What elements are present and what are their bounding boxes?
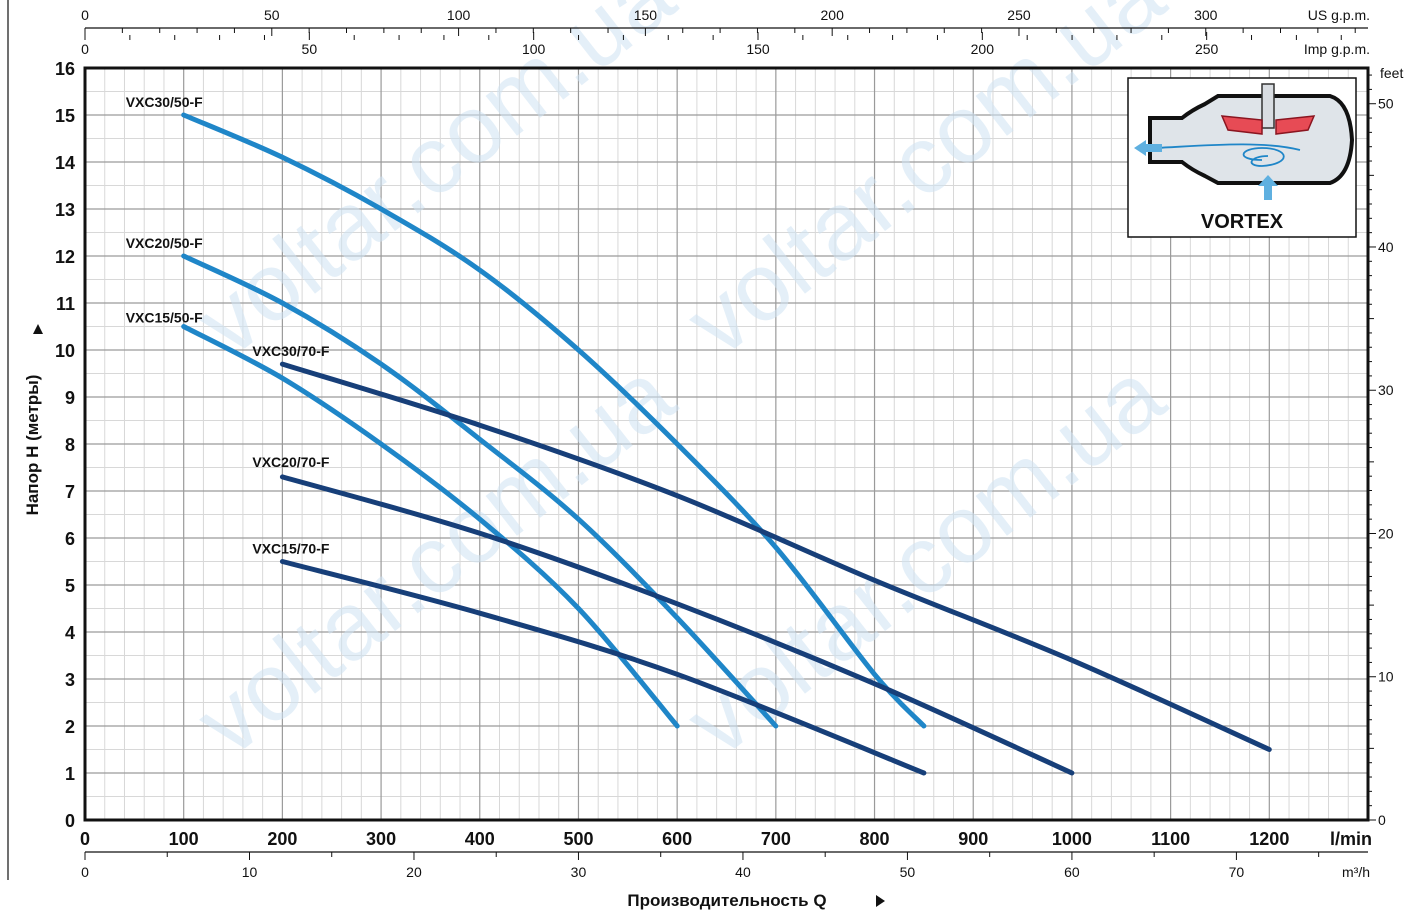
m3h-tick-label: 10 (242, 864, 258, 880)
x-tick-label: 700 (761, 829, 791, 849)
y-tick-label: 13 (55, 200, 75, 220)
series-label: VXC15/50-F (126, 310, 203, 326)
m3h-tick-label: 30 (571, 864, 587, 880)
m3h-tick-label: 40 (735, 864, 751, 880)
us-gpm-tick-label: 50 (264, 7, 280, 23)
x-tick-label: 0 (80, 829, 90, 849)
feet-tick-label: 40 (1378, 239, 1394, 255)
imp-gpm-tick-label: 250 (1195, 41, 1219, 57)
us-gpm-tick-label: 300 (1194, 7, 1218, 23)
feet-tick-label: 50 (1378, 96, 1394, 112)
y-tick-label: 2 (65, 717, 75, 737)
m3h-unit-label: m³/h (1342, 864, 1370, 880)
x-tick-label: 900 (958, 829, 988, 849)
x-tick-label: 1100 (1151, 829, 1190, 849)
x-tick-label: 400 (465, 829, 495, 849)
us-gpm-tick-label: 0 (81, 7, 89, 23)
y-tick-label: 16 (55, 59, 75, 79)
imp-gpm-unit-label: Imp g.p.m. (1304, 41, 1370, 57)
x-tick-label: 500 (563, 829, 593, 849)
y-tick-label: 12 (55, 247, 75, 267)
x-tick-label: 200 (267, 829, 297, 849)
vortex-inset: VORTEX (1128, 78, 1356, 237)
feet-tick-label: 10 (1378, 669, 1394, 685)
x-tick-label: 300 (366, 829, 396, 849)
series-label: VXC20/50-F (126, 235, 203, 251)
x-tick-label: 1200 (1249, 829, 1289, 849)
y-tick-label: 15 (55, 106, 75, 126)
imp-gpm-tick-label: 150 (746, 41, 770, 57)
us-gpm-tick-label: 250 (1007, 7, 1031, 23)
pump-shaft-shape (1262, 84, 1274, 128)
y-tick-label: 3 (65, 670, 75, 690)
y-tick-label: 11 (56, 294, 75, 314)
y-tick-label: 7 (65, 482, 75, 502)
x-unit-label: l/min (1330, 829, 1372, 849)
imp-gpm-tick-label: 50 (302, 41, 318, 57)
m3h-tick-label: 20 (406, 864, 422, 880)
y-tick-label: 0 (65, 811, 75, 831)
x-tick-label: 800 (860, 829, 890, 849)
imp-gpm-tick-label: 0 (81, 41, 89, 57)
us-gpm-tick-label: 100 (447, 7, 471, 23)
y-tick-label: 8 (65, 435, 75, 455)
feet-tick-label: 0 (1378, 812, 1386, 828)
series-label: VXC30/50-F (126, 94, 203, 110)
us-gpm-tick-label: 200 (821, 7, 845, 23)
feet-tick-label: 20 (1378, 525, 1394, 541)
us-gpm-unit-label: US g.p.m. (1308, 7, 1370, 23)
m3h-tick-label: 70 (1229, 864, 1245, 880)
series-label: VXC30/70-F (252, 343, 329, 359)
x-tick-label: 100 (169, 829, 199, 849)
y-tick-label: 5 (65, 576, 75, 596)
y-tick-label: 1 (65, 764, 75, 784)
feet-unit-label: feet (1380, 65, 1403, 81)
y-tick-label: 6 (65, 529, 75, 549)
y-tick-label: 10 (55, 341, 75, 361)
m3h-tick-label: 60 (1064, 864, 1080, 880)
x-tick-label: 600 (662, 829, 692, 849)
x-tick-label: 1000 (1052, 829, 1092, 849)
imp-gpm-tick-label: 200 (971, 41, 995, 57)
y-axis-title: Напор H (метры) (23, 375, 42, 516)
us-gpm-tick-label: 150 (634, 7, 658, 23)
m3h-tick-label: 0 (81, 864, 89, 880)
y-tick-label: 14 (55, 153, 75, 173)
series-label: VXC20/70-F (252, 454, 329, 470)
m3h-tick-label: 50 (900, 864, 916, 880)
y-tick-label: 9 (65, 388, 75, 408)
series-label: VXC15/70-F (252, 541, 329, 557)
imp-gpm-tick-label: 100 (522, 41, 546, 57)
feet-tick-label: 30 (1378, 382, 1394, 398)
y-tick-label: 4 (65, 623, 75, 643)
vortex-label: VORTEX (1201, 211, 1284, 233)
x-axis-title: Производительность Q (627, 891, 826, 910)
